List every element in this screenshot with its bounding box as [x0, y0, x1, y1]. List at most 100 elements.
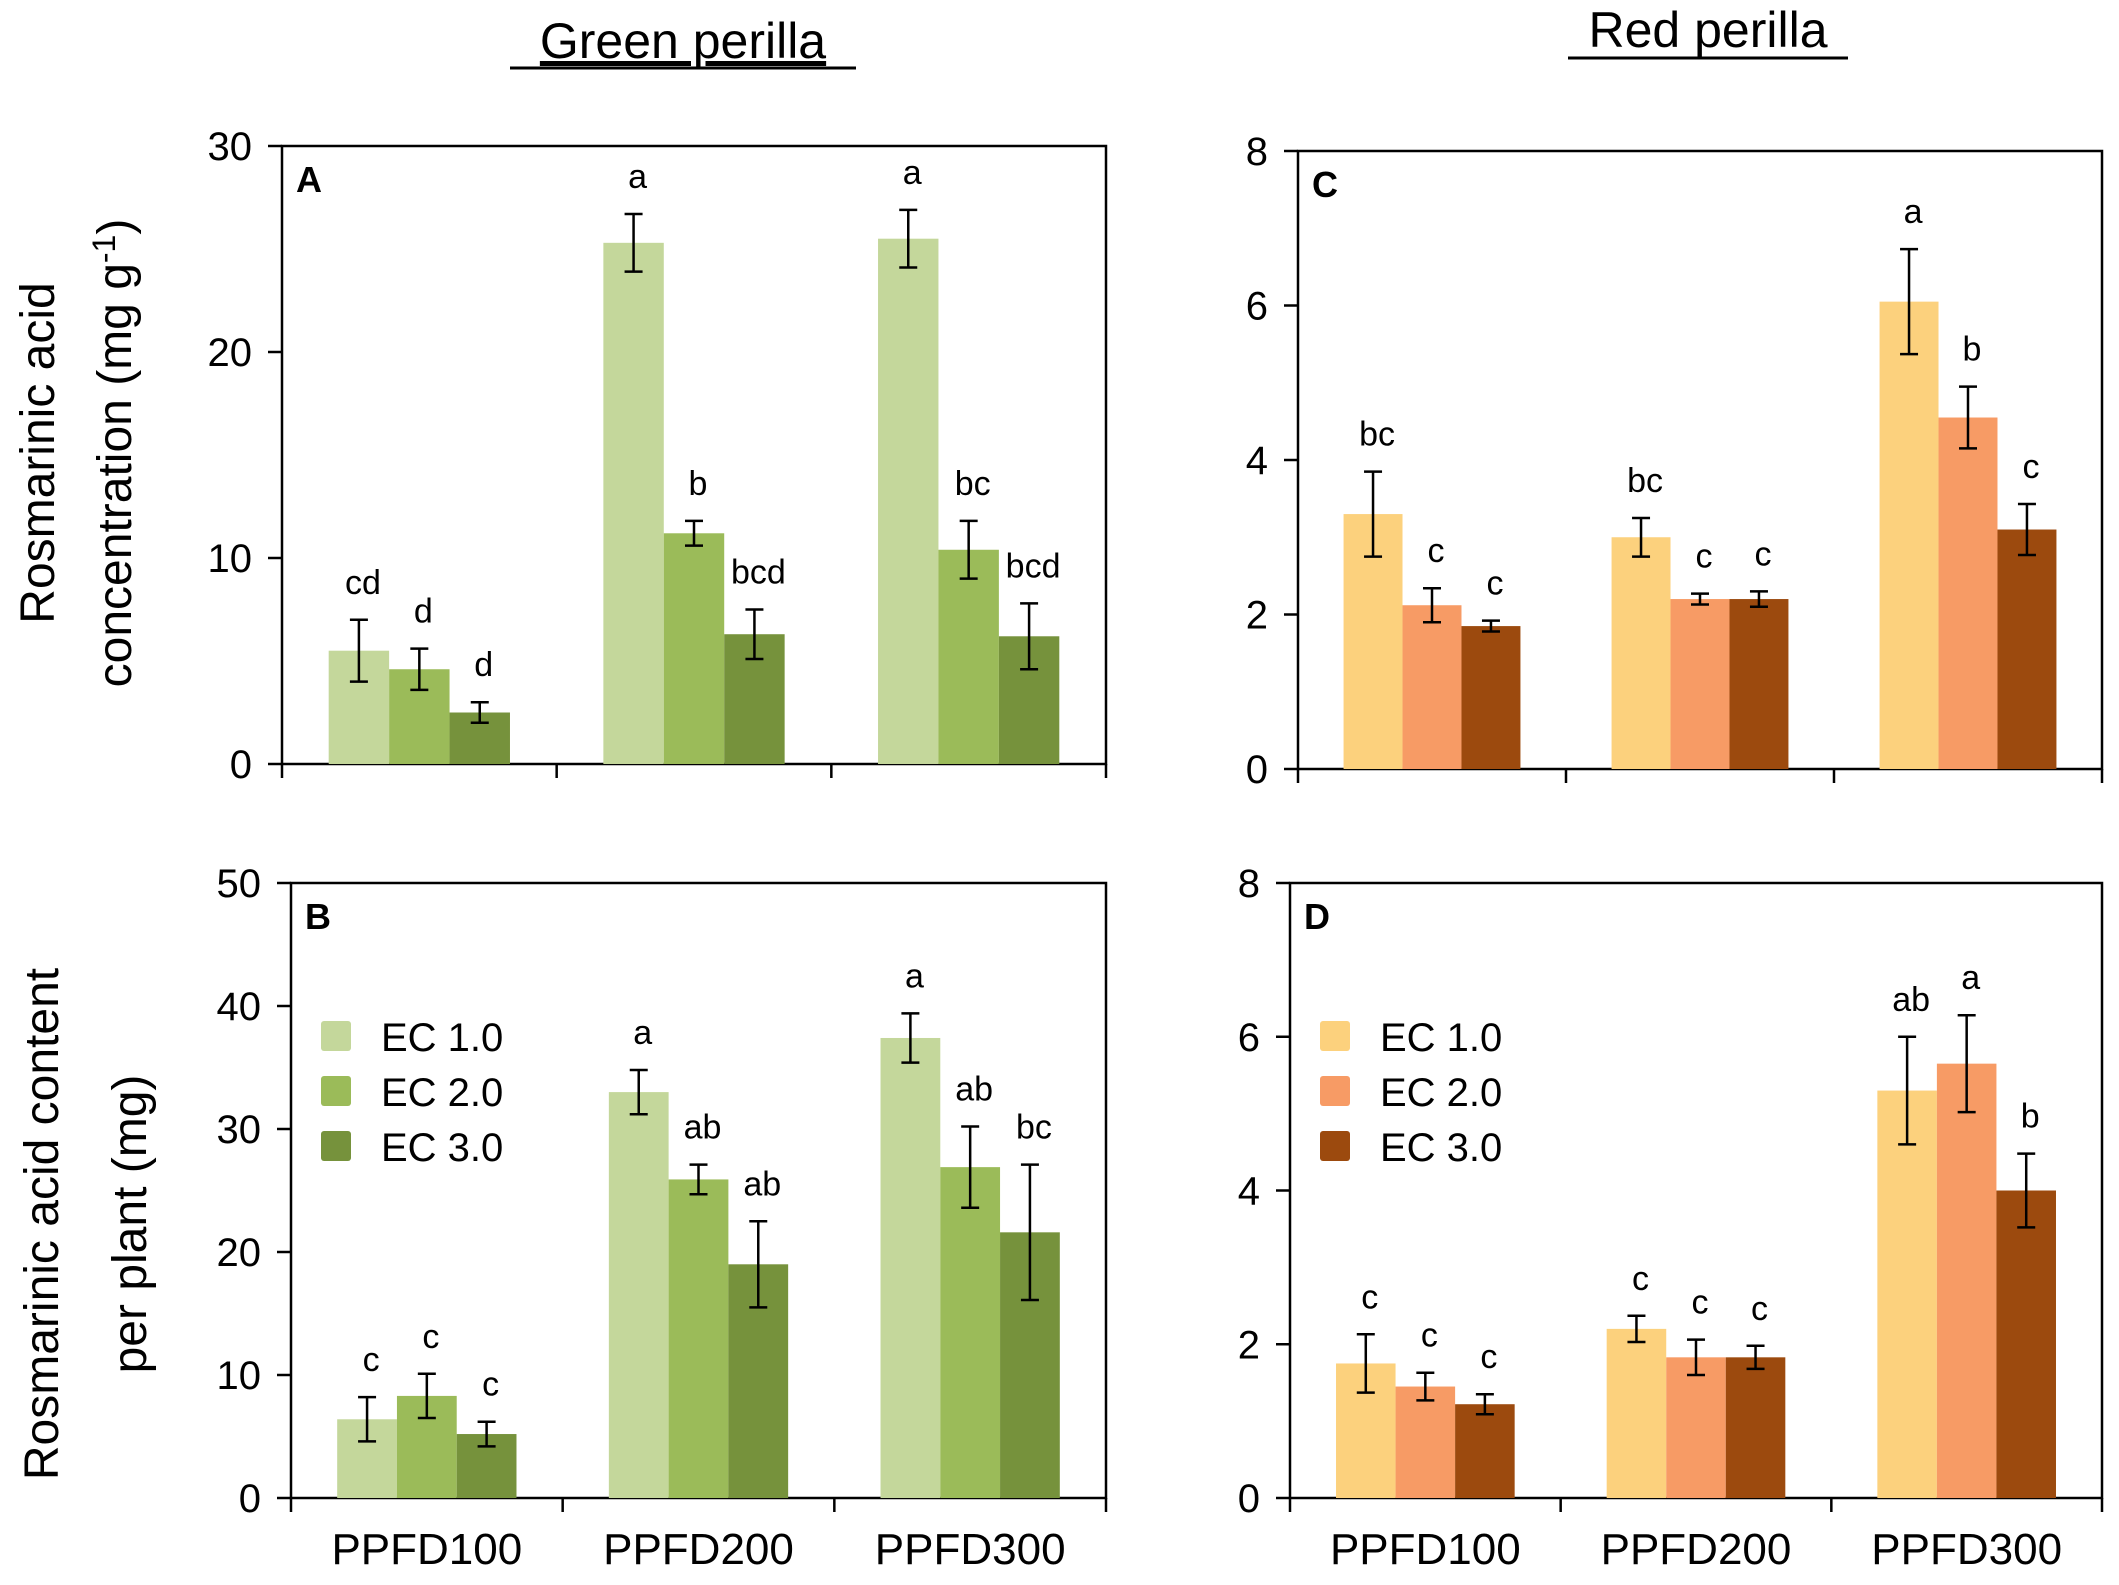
y-axis-label-line1: Rosmarinic acid content	[16, 968, 69, 1480]
legend-swatch	[321, 1076, 351, 1106]
x-tick-label: PPFD300	[875, 1525, 1066, 1574]
legend-label: EC 3.0	[381, 1126, 503, 1170]
y-tick-label: 40	[217, 985, 262, 1029]
y-tick-label: 8	[1238, 862, 1260, 906]
y-tick-label: 20	[208, 331, 253, 375]
significance-letter: c	[1696, 538, 1713, 576]
bar	[1936, 1063, 1997, 1498]
y-tick-label: 6	[1246, 285, 1268, 329]
x-tick-label: PPFD200	[603, 1525, 794, 1574]
legend-swatch	[1320, 1076, 1350, 1106]
significance-letter: c	[1486, 565, 1503, 603]
y-tick-label: 0	[1246, 748, 1268, 792]
bar	[603, 242, 664, 764]
significance-letter: b	[2021, 1098, 2040, 1136]
significance-letter: c	[363, 1341, 380, 1379]
y-label-text: concentration (mg g	[89, 263, 142, 687]
y-tick-label: 50	[217, 862, 262, 906]
legend-swatch	[1320, 1131, 1350, 1161]
significance-letter: b	[1963, 331, 1982, 369]
significance-letter: c	[1361, 1278, 1378, 1316]
legend-label: EC 3.0	[1380, 1126, 1502, 1170]
legend-swatch	[321, 1021, 351, 1051]
bar	[1666, 1357, 1726, 1498]
bar	[668, 1179, 729, 1498]
significance-letter: d	[414, 593, 433, 631]
bar	[663, 533, 725, 764]
significance-letter: c	[1692, 1284, 1709, 1322]
significance-letter: bc	[955, 465, 991, 503]
y-tick-label: 2	[1238, 1323, 1260, 1367]
significance-letter: c	[2022, 448, 2039, 486]
column-title-red: Red perilla	[1588, 2, 1827, 58]
significance-letter: c	[1421, 1317, 1438, 1355]
y-tick-label: 6	[1238, 1016, 1260, 1060]
significance-letter: c	[482, 1366, 499, 1404]
significance-letter: bc	[1016, 1109, 1052, 1147]
significance-letter: ab	[684, 1109, 722, 1147]
significance-letter: ab	[743, 1165, 781, 1203]
bar	[1997, 529, 2057, 769]
y-axis-label-line2: concentration (mg g-1)	[86, 219, 142, 688]
bar	[1606, 1328, 1667, 1498]
bar	[878, 238, 939, 764]
panel-label: B	[305, 896, 331, 937]
legend-swatch	[1320, 1021, 1350, 1051]
legend-label: EC 1.0	[381, 1016, 503, 1060]
legend-label: EC 2.0	[381, 1071, 503, 1115]
legend: EC 1.0 EC 2.0 EC 3.0	[321, 1016, 503, 1170]
significance-letter: cd	[345, 564, 381, 602]
significance-letter: d	[474, 646, 493, 684]
bar	[1611, 537, 1671, 769]
significance-letter: c	[1428, 532, 1445, 570]
y-tick-label: 10	[208, 537, 253, 581]
panel-label: A	[296, 159, 322, 200]
significance-letter: bcd	[731, 554, 786, 592]
significance-letter: ab	[955, 1071, 993, 1109]
significance-letter: c	[1632, 1260, 1649, 1298]
bar	[608, 1092, 669, 1498]
x-tick-label: PPFD300	[1871, 1525, 2062, 1574]
y-tick-label: 0	[239, 1477, 261, 1521]
significance-letter: c	[422, 1318, 439, 1356]
y-tick-label: 30	[208, 125, 253, 169]
bar	[1455, 1404, 1515, 1498]
significance-letter: c	[1751, 1290, 1768, 1328]
panel-b: B01020304050PPFD100cccPPFD200aababPPFD30…	[16, 862, 1108, 1574]
y-tick-label: 0	[230, 743, 252, 787]
y-tick-label: 2	[1246, 594, 1268, 638]
column-title-green: Green perilla	[540, 13, 826, 69]
legend-label: EC 1.0	[1380, 1016, 1502, 1060]
y-tick-label: 0	[1238, 1477, 1260, 1521]
bar	[1879, 301, 1939, 769]
y-tick-label: 20	[217, 1231, 262, 1275]
y-label-superscript: -1	[86, 235, 122, 263]
bar	[938, 549, 999, 764]
bar	[1670, 599, 1730, 769]
significance-letter: bc	[1627, 462, 1663, 500]
significance-letter: a	[633, 1014, 652, 1052]
y-tick-label: 4	[1238, 1170, 1260, 1214]
legend-swatch	[321, 1131, 351, 1161]
bar	[1461, 626, 1521, 769]
panel-label: C	[1312, 164, 1338, 205]
x-tick-label: PPFD100	[331, 1525, 522, 1574]
significance-letter: bcd	[1006, 547, 1061, 585]
x-tick-label: PPFD100	[1330, 1525, 1521, 1574]
y-tick-label: 8	[1246, 130, 1268, 174]
significance-letter: b	[689, 465, 708, 503]
y-tick-label: 30	[217, 1108, 262, 1152]
bar	[1996, 1190, 2056, 1498]
significance-letter: a	[1961, 959, 1980, 997]
legend: EC 1.0 EC 2.0 EC 3.0	[1320, 1016, 1502, 1170]
legend-label: EC 2.0	[1380, 1071, 1502, 1115]
significance-letter: a	[903, 154, 922, 192]
bar	[1402, 605, 1462, 769]
significance-letter: c	[1754, 535, 1771, 573]
y-label-text: )	[89, 219, 142, 235]
bar	[1877, 1090, 1937, 1498]
